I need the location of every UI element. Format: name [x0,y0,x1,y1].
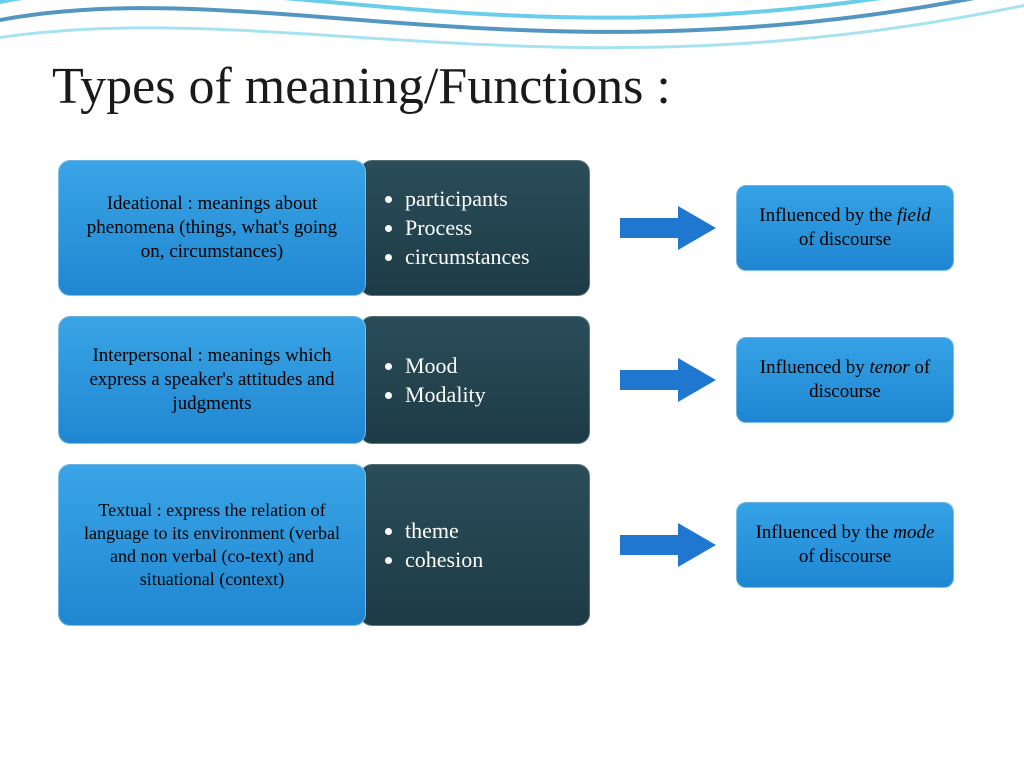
influence-em: field [897,205,931,226]
diagram-container: Ideational : meanings about phenomena (t… [58,160,968,646]
slide-title: Types of meaning/Functions : [52,58,671,115]
arrow-icon [620,206,716,250]
row-interpersonal: Interpersonal : meanings which express a… [58,316,968,444]
textual-features-box: theme cohesion [360,464,590,626]
arrow-icon [620,523,716,567]
influence-em: mode [893,522,934,543]
ideational-definition-box: Ideational : meanings about phenomena (t… [58,160,366,296]
interpersonal-influence-box: Influenced by tenor of discourse [736,337,954,423]
influence-text: Influenced by the [756,522,894,543]
row-ideational: Ideational : meanings about phenomena (t… [58,160,968,296]
ideational-features-box: participants Process circumstances [360,160,590,296]
feature-item: circumstances [405,244,530,270]
interpersonal-features-box: Mood Modality [360,316,590,444]
interpersonal-definition-box: Interpersonal : meanings which express a… [58,316,366,444]
feature-item: participants [405,186,530,212]
influence-text: Influenced by the [759,205,897,226]
feature-item: Mood [405,353,486,379]
feature-item: theme [405,518,483,544]
ideational-influence-box: Influenced by the field of discourse [736,185,954,271]
influence-text: of discourse [799,229,891,250]
feature-item: Process [405,215,530,241]
feature-item: Modality [405,382,486,408]
textual-influence-box: Influenced by the mode of discourse [736,502,954,588]
influence-text: Influenced by [760,357,870,378]
textual-definition-box: Textual : express the relation of langua… [58,464,366,626]
influence-text: of discourse [799,546,891,567]
influence-em: tenor [870,357,910,378]
feature-item: cohesion [405,547,483,573]
row-textual: Textual : express the relation of langua… [58,464,968,626]
arrow-icon [620,358,716,402]
